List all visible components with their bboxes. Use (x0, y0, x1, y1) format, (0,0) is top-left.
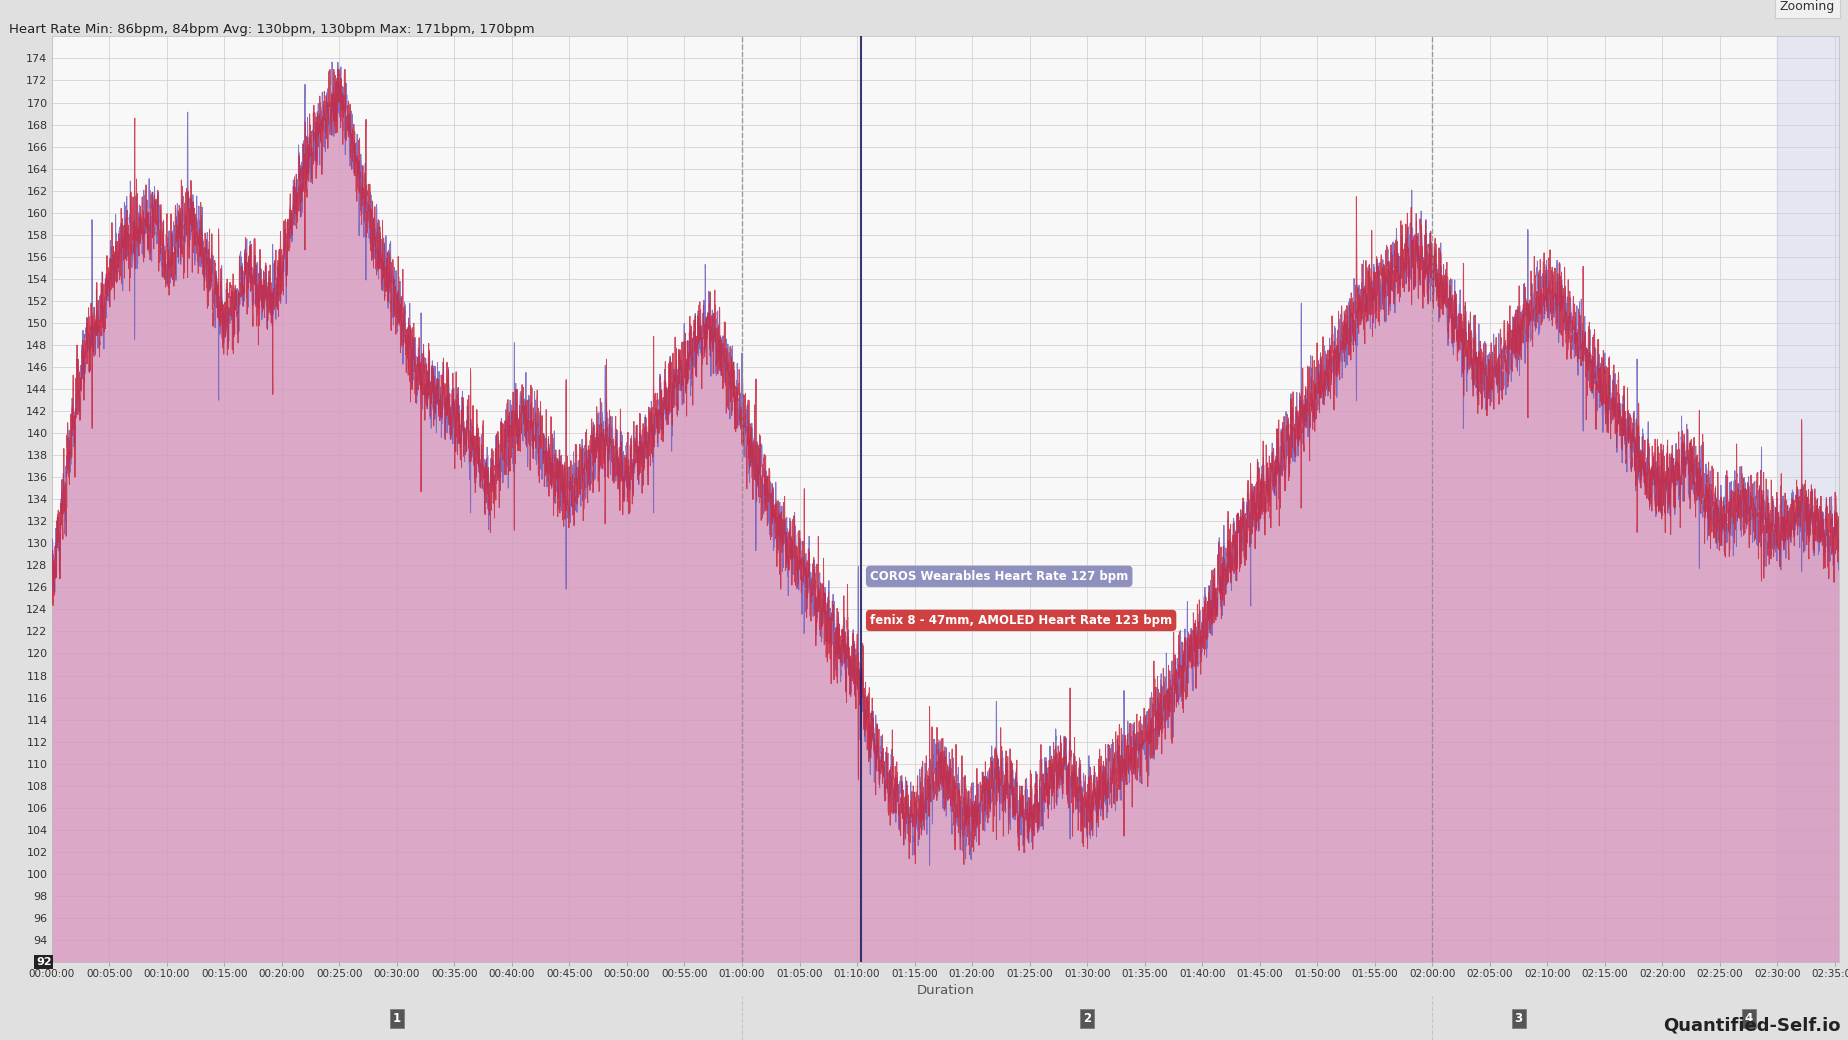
Text: Zooming: Zooming (1780, 0, 1835, 14)
Bar (1778, 36, 1839, 962)
Text: COROS Wearables Heart Rate 127 bpm: COROS Wearables Heart Rate 127 bpm (870, 570, 1129, 582)
X-axis label: Duration: Duration (917, 985, 974, 997)
Text: Quantified-Self.io: Quantified-Self.io (1663, 1017, 1841, 1035)
Text: 4: 4 (1745, 1012, 1752, 1024)
Text: Heart Rate Min: 86bpm, 84bpm Avg: 130bpm, 130bpm Max: 171bpm, 170bpm: Heart Rate Min: 86bpm, 84bpm Avg: 130bpm… (9, 23, 534, 35)
Text: 2: 2 (1083, 1012, 1090, 1024)
Text: 92: 92 (35, 957, 52, 967)
Text: 3: 3 (1515, 1012, 1523, 1024)
Text: fenix 8 - 47mm, AMOLED Heart Rate 123 bpm: fenix 8 - 47mm, AMOLED Heart Rate 123 bp… (870, 614, 1172, 627)
Text: 1: 1 (394, 1012, 401, 1024)
